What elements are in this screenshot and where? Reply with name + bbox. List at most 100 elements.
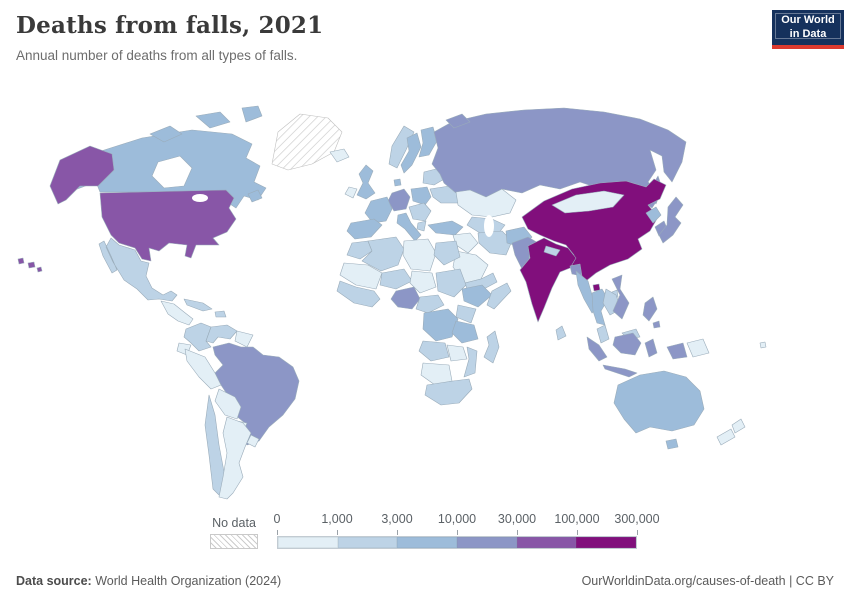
country-mexico[interactable] [98,237,178,302]
country-indonesia[interactable] [586,332,688,378]
country-usa-hawaii[interactable] [17,257,43,273]
country-venezuela[interactable] [205,324,238,344]
country-new-zealand[interactable] [716,418,746,446]
country-vietnam[interactable] [611,274,630,320]
country-argentina[interactable] [218,416,252,500]
region-kenya-uganda[interactable] [455,304,477,324]
country-somalia[interactable] [486,282,512,310]
legend-color-bar [277,536,637,549]
map-legend: No data 0 1,000 3,000 10,000 30,000 100,000 30… [210,512,660,549]
country-iran[interactable] [477,230,513,256]
page-subtitle: Annual number of deaths from all types o… [16,48,298,63]
region-hispaniola[interactable] [214,310,227,318]
country-india[interactable] [519,237,577,323]
owid-logo[interactable]: Our World in Data [772,10,844,49]
country-finland[interactable] [418,126,438,158]
legend-no-data[interactable]: No data [210,516,258,549]
country-france[interactable] [364,196,393,224]
country-north-korea[interactable] [645,206,662,224]
baltic-sea [412,163,420,177]
country-tanzania[interactable] [451,320,479,344]
legend-tick-mark [337,530,338,535]
country-sri-lanka[interactable] [555,325,567,341]
legend-tick-label: 300,000 [614,512,660,526]
country-nepal[interactable] [543,245,561,257]
country-sweden[interactable] [400,132,422,174]
legend-tick-mark [637,530,638,535]
country-canada-islands[interactable] [149,105,263,203]
credit-link[interactable]: OurWorldinData.org/causes-of-death | CC … [581,574,834,588]
legend-bin-10,000-30,000[interactable] [457,537,517,548]
legend-bin-30,000-100,000[interactable] [516,537,577,548]
country-ireland[interactable] [344,186,358,199]
legend-tick-labels: 0 1,000 3,000 10,000 30,000 100,000 300,000 [273,512,660,535]
country-algeria[interactable] [361,236,405,272]
country-nigeria[interactable] [390,286,421,310]
region-guyanas[interactable] [234,330,254,348]
country-denmark[interactable] [393,178,402,187]
country-japan[interactable] [658,196,684,244]
country-papua-new-guinea[interactable] [686,338,710,358]
country-sudan[interactable] [435,268,467,298]
country-philippines[interactable] [642,296,661,329]
world-choropleth-map [0,86,850,506]
country-iceland[interactable] [329,148,350,163]
country-chad[interactable] [409,270,437,294]
region-mauritania-mali[interactable] [339,262,383,290]
country-australia[interactable] [613,370,705,450]
legend-bin-3,000-10,000[interactable] [397,537,458,548]
country-greece[interactable] [416,220,427,232]
country-dr-congo[interactable] [422,308,459,342]
owid-logo-line1: Our World [781,14,835,27]
country-peru[interactable] [184,348,222,390]
legend-tick-mark [517,530,518,535]
legend-bin-1,000-3,000[interactable] [337,537,398,548]
region-cameroon-car[interactable] [415,294,445,314]
region-balkans[interactable] [408,202,432,222]
country-madagascar[interactable] [483,330,500,364]
country-colombia[interactable] [183,322,212,352]
country-mongolia[interactable] [551,190,625,214]
legend-tick-label: 3,000 [381,512,413,526]
legend-tick-label: 30,000 [497,512,537,526]
country-spain[interactable] [346,218,383,240]
legend-tick-label: 0 [273,512,281,526]
country-usa-alaska[interactable] [49,145,115,205]
country-cuba[interactable] [183,298,213,312]
country-bolivia[interactable] [214,388,242,420]
country-angola[interactable] [418,340,450,362]
region-central-america[interactable] [160,300,194,326]
country-usa[interactable] [99,189,237,262]
country-south-africa[interactable] [424,378,473,406]
page-title: Deaths from falls, 2021 [16,12,324,39]
legend-tick-mark [277,530,278,535]
country-uk[interactable] [356,164,376,200]
country-kazakhstan[interactable] [455,188,517,218]
country-poland[interactable] [410,186,432,206]
country-mozambique[interactable] [463,346,478,378]
owid-logo-line2: in Data [789,27,827,40]
data-source: Data source: World Health Organization (… [16,574,281,588]
data-source-label: Data source: [16,574,92,588]
legend-bin-0-1,000[interactable] [278,537,338,548]
country-ethiopia[interactable] [461,284,493,308]
legend-tick-mark [457,530,458,535]
no-data-label: No data [212,516,256,530]
legend-bin-100,000-300,000[interactable] [576,537,637,548]
country-zambia[interactable] [446,344,468,362]
legend-tick-label: 100,000 [554,512,600,526]
country-norway[interactable] [388,125,415,169]
country-turkey[interactable] [427,220,464,236]
country-fiji[interactable] [759,341,767,349]
country-greenland[interactable] [271,113,343,171]
country-morocco[interactable] [346,240,373,260]
country-uruguay[interactable] [246,434,260,448]
legend-tick-mark [397,530,398,535]
country-libya[interactable] [402,238,437,272]
legend-tick-label: 1,000 [321,512,353,526]
region-west-africa[interactable] [336,280,381,308]
country-egypt[interactable] [433,240,461,266]
country-niger[interactable] [379,268,413,290]
black-sea [437,209,459,219]
